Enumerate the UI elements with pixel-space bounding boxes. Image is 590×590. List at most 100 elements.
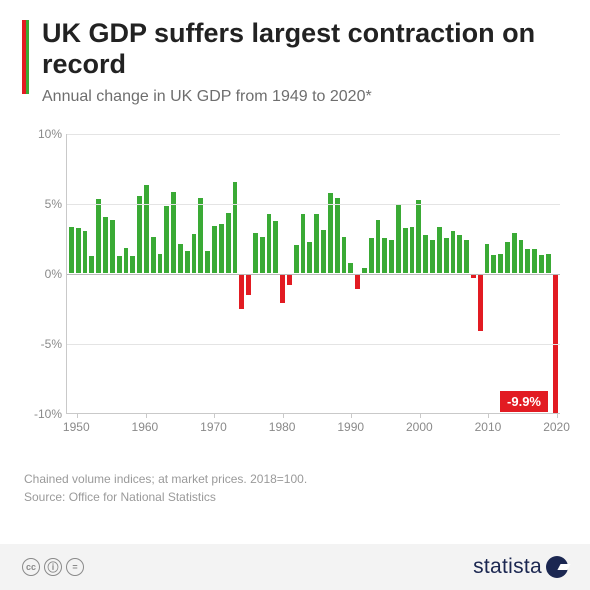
bar	[464, 240, 469, 274]
x-axis-label: 2020	[543, 420, 570, 434]
bar	[342, 237, 347, 273]
x-tick	[77, 413, 78, 418]
bar	[362, 268, 367, 274]
x-tick	[214, 413, 215, 418]
logo-mark-icon	[546, 556, 568, 578]
x-axis-label: 2000	[406, 420, 433, 434]
bar	[117, 256, 122, 273]
bar	[321, 230, 326, 273]
x-tick	[488, 413, 489, 418]
x-axis-label: 2010	[475, 420, 502, 434]
license-icons: cc ⓘ =	[22, 558, 84, 576]
bar	[287, 274, 292, 285]
subtitle: Annual change in UK GDP from 1949 to 202…	[42, 88, 566, 106]
x-tick	[420, 413, 421, 418]
bar	[226, 213, 231, 273]
title-accent-bar	[22, 20, 29, 94]
bar	[519, 240, 524, 274]
y-axis-label: -10%	[34, 407, 62, 421]
bar	[124, 248, 129, 273]
bar	[451, 231, 456, 273]
bar	[76, 228, 81, 273]
accent-green	[26, 20, 30, 94]
bar	[396, 205, 401, 274]
bar	[444, 238, 449, 273]
grid-line	[67, 204, 560, 205]
bar	[294, 245, 299, 273]
bar	[212, 226, 217, 274]
bar	[96, 199, 101, 273]
x-axis-label: 1980	[269, 420, 296, 434]
bar	[192, 234, 197, 273]
by-icon: ⓘ	[44, 558, 62, 576]
bar	[423, 235, 428, 273]
bar	[158, 254, 163, 274]
bar	[314, 214, 319, 273]
bar	[525, 249, 530, 273]
bar	[369, 238, 374, 273]
y-axis-label: 0%	[45, 267, 62, 281]
bar	[69, 227, 74, 273]
bar	[512, 233, 517, 274]
bar	[110, 220, 115, 273]
bar	[130, 256, 135, 273]
bar	[246, 274, 251, 295]
bar	[219, 224, 224, 273]
bar	[198, 198, 203, 274]
y-axis-label: 10%	[38, 127, 62, 141]
bar	[335, 198, 340, 274]
bar	[376, 220, 381, 273]
bar	[505, 242, 510, 273]
bar	[253, 233, 258, 274]
bar	[485, 244, 490, 273]
x-tick	[351, 413, 352, 418]
bar	[416, 200, 421, 273]
bar	[103, 217, 108, 273]
bar	[273, 221, 278, 273]
bar	[185, 251, 190, 273]
bar	[307, 242, 312, 273]
nd-icon: =	[66, 558, 84, 576]
bar	[382, 238, 387, 273]
bar	[239, 274, 244, 309]
bar	[89, 256, 94, 273]
bar	[539, 255, 544, 273]
bar	[457, 235, 462, 273]
grid-line	[67, 134, 560, 135]
logo-text: statista	[473, 555, 542, 579]
bar	[144, 185, 149, 273]
bar	[532, 249, 537, 273]
bar	[389, 240, 394, 274]
bar	[348, 263, 353, 273]
y-axis-label: 5%	[45, 197, 62, 211]
gdp-bar-chart: -10%-5%0%5%10% -9.9% 1950196019701980199…	[24, 134, 566, 444]
bar	[355, 274, 360, 289]
bar	[328, 193, 333, 273]
bar	[280, 274, 285, 303]
bar	[267, 214, 272, 273]
cc-icon: cc	[22, 558, 40, 576]
footnote: Chained volume indices; at market prices…	[24, 470, 307, 506]
footnote-source: Source: Office for National Statistics	[24, 488, 307, 506]
grid-line	[67, 344, 560, 345]
bar	[164, 206, 169, 273]
bar	[430, 240, 435, 274]
bar	[437, 227, 442, 273]
bar	[260, 237, 265, 273]
bar	[178, 244, 183, 273]
bar	[151, 237, 156, 273]
footnote-line: Chained volume indices; at market prices…	[24, 470, 307, 488]
bar	[498, 254, 503, 274]
bar	[233, 182, 238, 273]
x-axis-label: 1950	[63, 420, 90, 434]
bar	[410, 227, 415, 273]
bar	[491, 255, 496, 273]
page-title: UK GDP suffers largest contraction on re…	[42, 18, 566, 80]
bar	[546, 254, 551, 274]
y-axis-label: -5%	[41, 337, 62, 351]
x-tick	[283, 413, 284, 418]
grid-line	[67, 274, 560, 275]
x-axis-label: 1960	[132, 420, 159, 434]
bar	[83, 231, 88, 273]
footer-bar: cc ⓘ = statista	[0, 544, 590, 590]
